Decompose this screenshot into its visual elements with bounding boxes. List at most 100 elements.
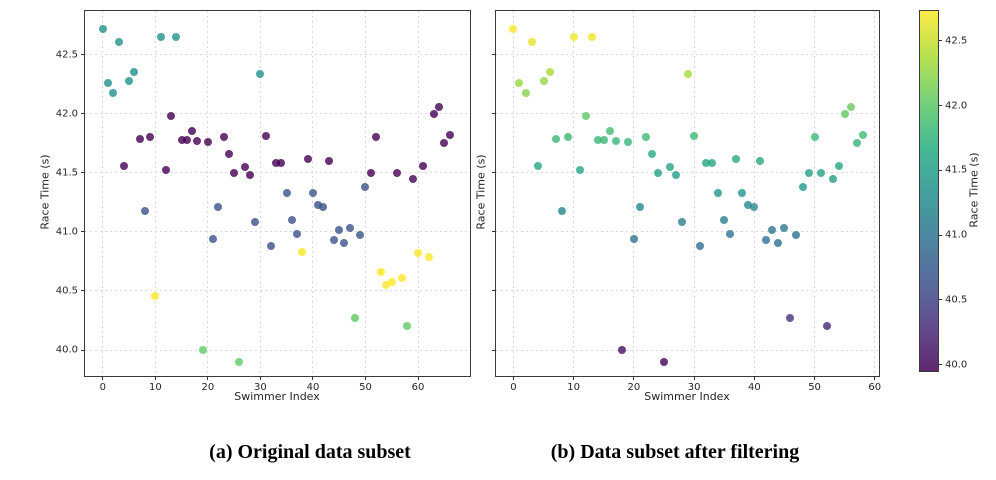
- data-point: [623, 138, 632, 147]
- data-point: [744, 200, 753, 209]
- data-point: [672, 171, 681, 180]
- gridline-x: [693, 11, 695, 376]
- x-tick-label: 60: [868, 382, 882, 393]
- data-point: [750, 203, 759, 212]
- y-tick-label: 41.5: [55, 167, 78, 179]
- y-tick-mark: [81, 290, 85, 292]
- data-point: [151, 291, 160, 300]
- data-point: [167, 112, 176, 121]
- x-tick-mark: [814, 376, 816, 380]
- data-point: [345, 224, 354, 233]
- data-point: [569, 32, 578, 41]
- data-point: [125, 76, 134, 85]
- data-point: [551, 134, 560, 143]
- data-point: [371, 133, 380, 142]
- data-point: [786, 314, 795, 323]
- gridline-y: [496, 231, 879, 233]
- data-point: [140, 206, 149, 215]
- data-point: [245, 171, 254, 180]
- y-tick-mark: [81, 113, 85, 115]
- colorbar-tick-label: 40.0: [945, 359, 968, 371]
- data-point: [403, 322, 412, 331]
- y-tick-mark: [81, 54, 85, 56]
- data-point: [303, 154, 312, 163]
- x-tick-mark: [154, 376, 156, 380]
- colorbar-tick-label: 42.5: [945, 35, 968, 47]
- data-point: [119, 161, 128, 170]
- y-tick-mark: [81, 231, 85, 233]
- data-point: [840, 109, 849, 118]
- data-point: [599, 135, 608, 144]
- data-point: [774, 238, 783, 247]
- gridline-y: [496, 54, 879, 56]
- data-point: [193, 136, 202, 145]
- data-point: [414, 249, 422, 258]
- data-point: [135, 134, 144, 143]
- ylabel-plot-b: Race Time (s): [474, 154, 488, 230]
- gridline-x: [364, 11, 366, 376]
- data-point: [816, 168, 825, 177]
- x-tick-label: 60: [411, 382, 425, 393]
- data-point: [188, 127, 197, 136]
- gridline-x: [259, 11, 261, 376]
- data-point: [828, 174, 837, 183]
- data-point: [617, 346, 626, 354]
- data-point: [298, 247, 307, 256]
- data-point: [539, 76, 548, 85]
- x-tick-label: 50: [808, 382, 821, 393]
- ylabel-plot-a: Race Time (s): [38, 154, 52, 230]
- y-tick-mark: [492, 172, 496, 174]
- data-point: [738, 188, 747, 197]
- data-point: [641, 133, 650, 142]
- data-point: [846, 102, 855, 111]
- data-point: [852, 139, 861, 148]
- y-tick-label: 42.5: [55, 49, 78, 61]
- x-tick-label: 40: [747, 382, 761, 393]
- gridline-x: [573, 11, 575, 376]
- x-tick-label: 30: [687, 382, 701, 393]
- data-point: [768, 225, 777, 234]
- data-point: [666, 162, 675, 171]
- data-point: [293, 230, 302, 239]
- data-point: [521, 88, 530, 97]
- data-point: [708, 159, 717, 168]
- x-tick-label: 30: [254, 382, 267, 393]
- gridline-x: [207, 11, 209, 376]
- data-point: [230, 168, 239, 177]
- data-point: [587, 32, 596, 41]
- data-point: [130, 68, 139, 77]
- data-point: [387, 277, 396, 286]
- gridline-y: [85, 349, 470, 351]
- data-point: [527, 37, 536, 46]
- y-tick-mark: [492, 349, 496, 351]
- gridline-y: [496, 172, 879, 174]
- data-point: [822, 322, 831, 331]
- colorbar-tick-mark: [938, 105, 942, 107]
- data-point: [653, 168, 662, 177]
- colorbar-tick-mark: [938, 234, 942, 236]
- data-point: [272, 159, 281, 168]
- data-point: [329, 236, 338, 245]
- data-point: [408, 174, 417, 183]
- x-tick-label: 10: [149, 382, 162, 393]
- data-point: [557, 206, 566, 215]
- colorbar-tick-mark: [938, 364, 942, 366]
- y-tick-mark: [492, 113, 496, 115]
- scatter-plot-filtered: 0 10 20 30 40 50 60: [492, 10, 881, 393]
- data-point: [240, 162, 249, 171]
- scatter-plot-original: 0 10 20 30 40 50 60 40.0 40.5 41.0 41.5 42.0 42.5: [56, 10, 471, 393]
- data-point: [114, 37, 123, 46]
- data-point: [509, 24, 518, 33]
- data-point: [287, 216, 296, 225]
- colorbar-tick-mark: [938, 169, 942, 171]
- caption-b: (b) Data subset after filtering: [550, 441, 800, 463]
- x-tick-mark: [102, 376, 104, 380]
- data-point: [214, 203, 223, 212]
- gridline-y: [85, 231, 470, 233]
- data-point: [266, 242, 275, 251]
- x-tick-mark: [693, 376, 695, 380]
- x-tick-mark: [573, 376, 575, 380]
- data-point: [251, 218, 260, 227]
- gridline-x: [874, 11, 876, 376]
